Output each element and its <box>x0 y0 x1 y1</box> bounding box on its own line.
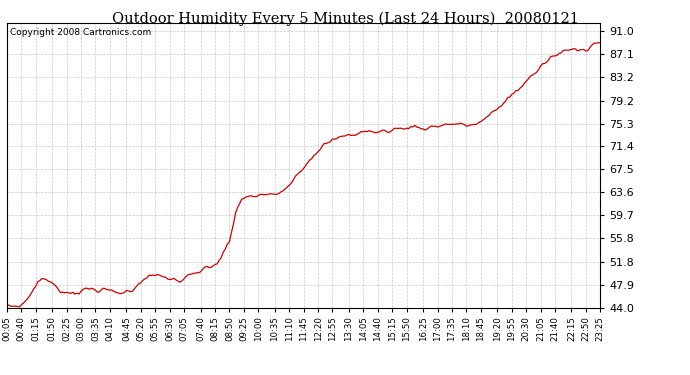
Text: Copyright 2008 Cartronics.com: Copyright 2008 Cartronics.com <box>10 28 151 37</box>
Text: Outdoor Humidity Every 5 Minutes (Last 24 Hours)  20080121: Outdoor Humidity Every 5 Minutes (Last 2… <box>112 11 578 26</box>
